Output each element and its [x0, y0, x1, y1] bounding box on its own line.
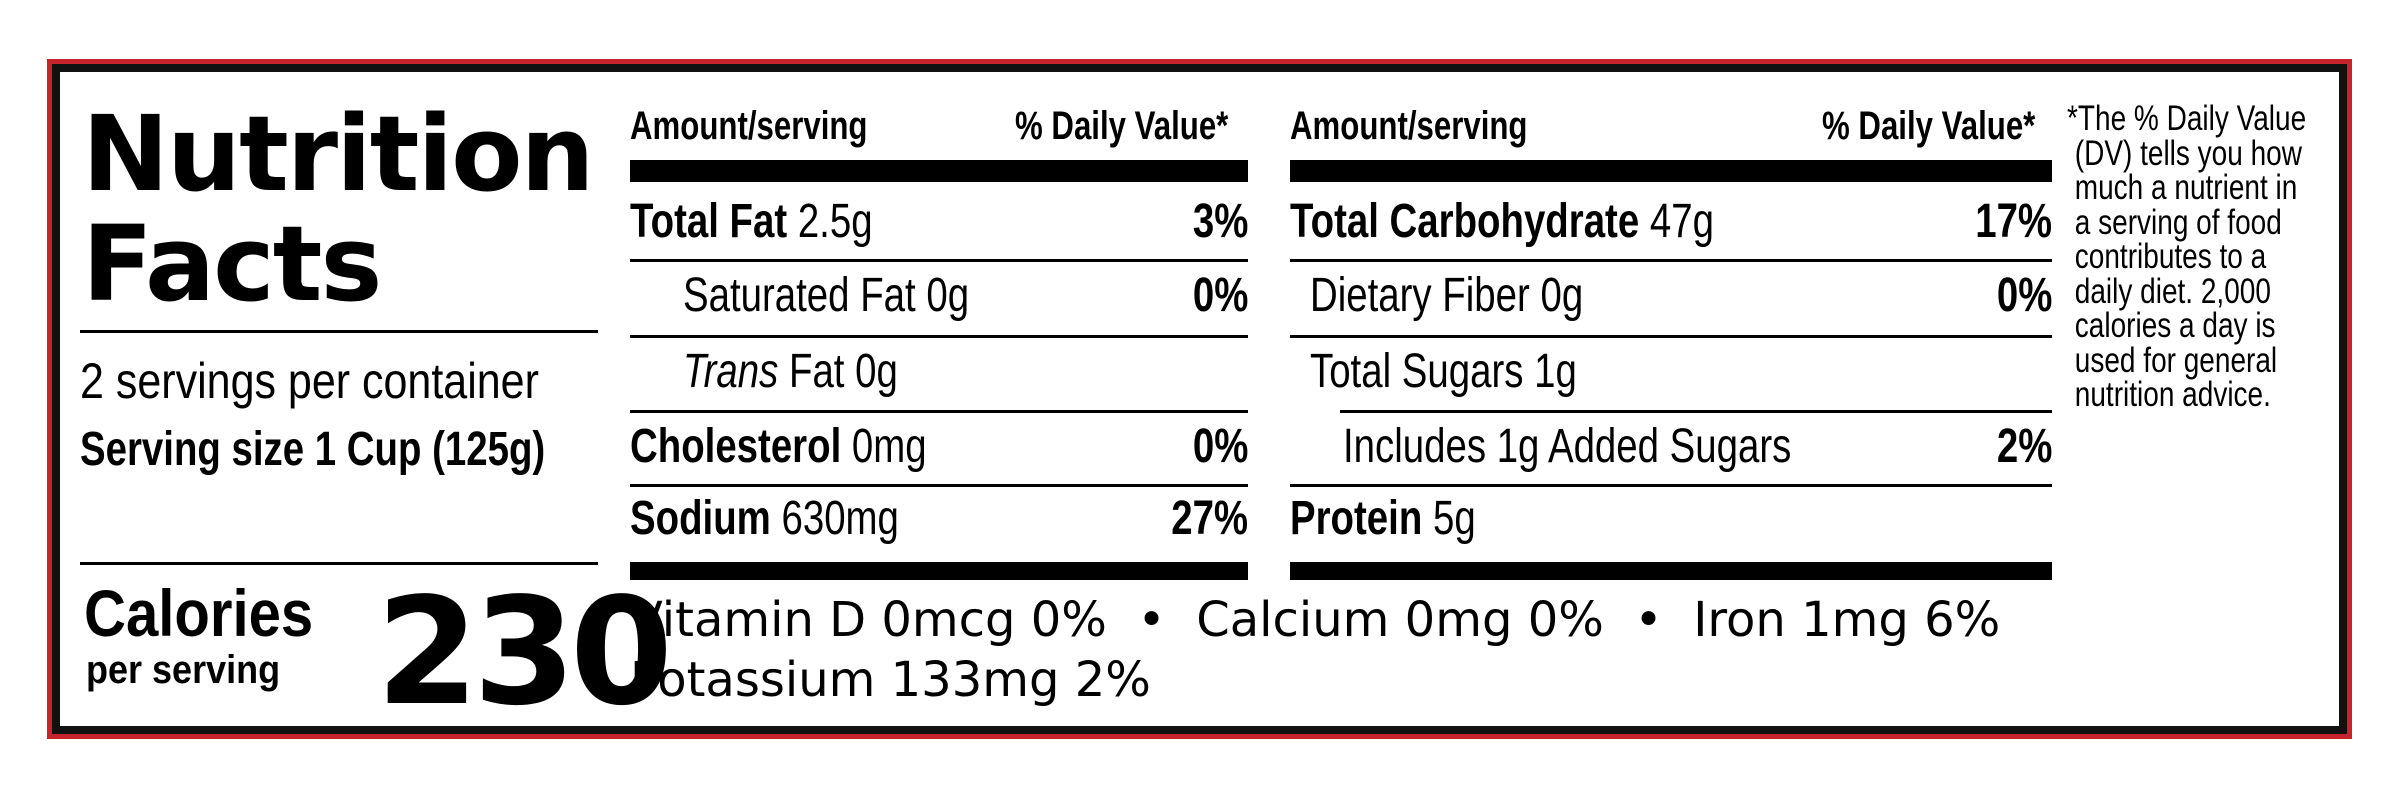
nutrient-total-carbohydrate: Total Carbohydrate 47g	[1290, 195, 1714, 248]
dv-dietary-fiber: 0%	[1996, 269, 2053, 322]
right-header-bar	[1290, 160, 2052, 182]
title-divider	[80, 330, 598, 333]
serving-divider	[80, 562, 598, 565]
nutrient-total-sugars: Total Sugars 1g	[1310, 345, 1577, 398]
row-divider	[630, 410, 1248, 413]
servings-per-container: 2 servings per container	[80, 353, 539, 409]
row-divider	[1290, 335, 2052, 338]
row-divider	[1290, 259, 2052, 262]
calories-per-serving: per serving	[86, 648, 281, 692]
nutrient-sodium: Sodium 630mg	[630, 492, 899, 545]
right-amount-header: Amount/serving	[1290, 104, 1528, 148]
left-amount-header: Amount/serving	[630, 104, 868, 148]
dv-cholesterol: 0%	[1192, 420, 1249, 473]
calories-label: Calories	[84, 576, 314, 650]
title-line-1: Nutrition	[82, 93, 595, 215]
left-footer-bar	[630, 562, 1248, 580]
left-header-bar	[630, 160, 1248, 182]
row-divider	[630, 259, 1248, 262]
vitamins-line-1: Vitamin D 0mcg 0% • Calcium 0mg 0% • Iro…	[630, 592, 2001, 648]
right-dv-header: % Daily Value*	[1822, 104, 2036, 148]
daily-value-footnote: *The % Daily Value (DV) tells you how mu…	[2067, 99, 2307, 414]
row-divider	[630, 484, 1248, 487]
nutrient-trans-fat: Trans Fat 0g	[683, 345, 898, 398]
left-dv-header: % Daily Value*	[1015, 104, 1229, 148]
vitamins-line-2: Potassium 133mg 2%	[630, 652, 1151, 708]
calories-value: 230	[376, 566, 673, 738]
row-divider	[1290, 484, 2052, 487]
dv-saturated-fat: 0%	[1192, 269, 1249, 322]
right-footer-bar	[1290, 562, 2052, 580]
nutrient-cholesterol: Cholesterol 0mg	[630, 420, 927, 473]
row-divider	[630, 335, 1248, 338]
nutrient-dietary-fiber: Dietary Fiber 0g	[1310, 269, 1584, 322]
nutrient-protein: Protein 5g	[1290, 492, 1476, 545]
nutrient-saturated-fat: Saturated Fat 0g	[683, 269, 970, 322]
row-divider	[1340, 410, 2052, 413]
nutrient-total-fat: Total Fat 2.5g	[630, 195, 873, 248]
serving-size: Serving size 1 Cup (125g)	[80, 423, 546, 476]
dv-total-fat: 3%	[1192, 195, 1249, 248]
dv-sodium: 27%	[1171, 492, 1248, 545]
title-line-2: Facts	[82, 203, 382, 325]
dv-added-sugars: 2%	[1996, 420, 2053, 473]
dv-total-carbohydrate: 17%	[1975, 195, 2052, 248]
nutrient-added-sugars: Includes 1g Added Sugars	[1343, 420, 1792, 473]
